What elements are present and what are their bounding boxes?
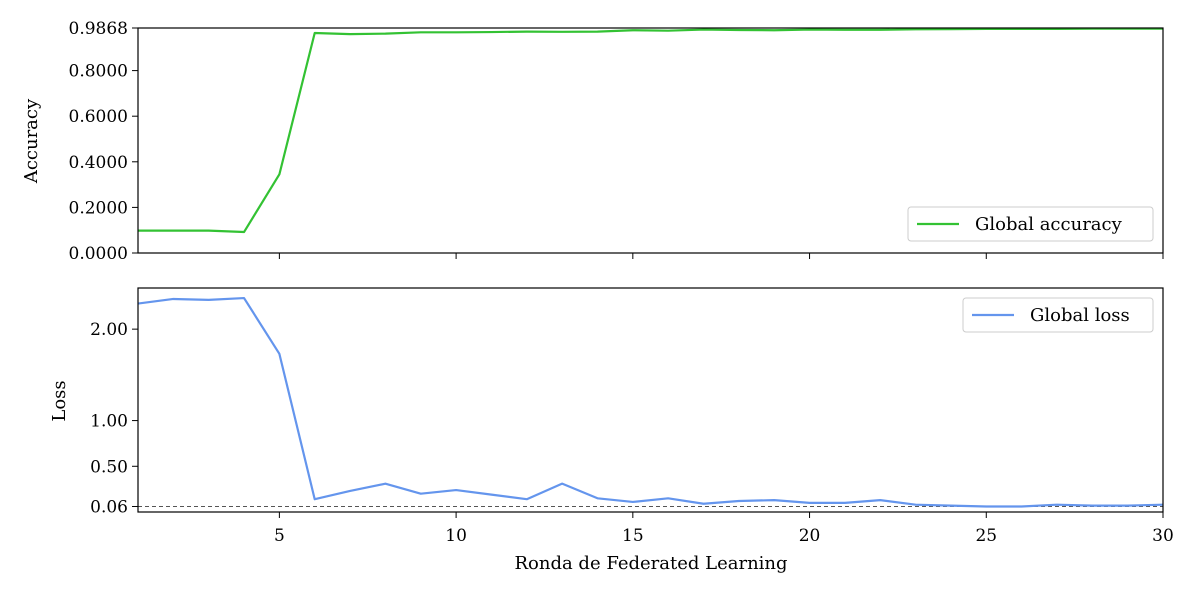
x-tick-label: 10 — [445, 526, 467, 546]
loss-y-axis-title: Loss — [49, 380, 70, 421]
accuracy-y-tick-label: 0.2000 — [69, 198, 128, 218]
loss-legend-box — [962, 297, 1154, 333]
loss-plot-frame — [137, 287, 1164, 513]
accuracy-y-tick-label: 0.9868 — [69, 19, 128, 39]
accuracy-y-tick-label: 0.6000 — [69, 107, 128, 127]
x-tick-label: 5 — [274, 526, 285, 546]
loss-y-tick-label: 0.06 — [90, 498, 128, 518]
x-tick-label: 15 — [622, 526, 644, 546]
accuracy-panel: Accuracy 0.0000 0.2000 0.4000 0.6000 0.8000 0… — [21, 19, 1164, 264]
loss-y-tick-label: 2.00 — [90, 320, 128, 340]
accuracy-y-axis-title: Accuracy — [21, 98, 42, 184]
loss-y-tick-label: 1.00 — [90, 412, 128, 432]
x-tick-label: 25 — [975, 526, 997, 546]
loss-legend-label: Global loss — [1030, 305, 1130, 326]
accuracy-y-tick-label: 0.4000 — [69, 153, 128, 173]
accuracy-series-line — [138, 27, 1163, 234]
accuracy-legend-box — [907, 206, 1154, 242]
loss-panel: Loss 0.06 0.50 1.00 2.00 5 10 15 20 25 30 Global l… — [49, 287, 1174, 546]
accuracy-legend: Global accuracy — [907, 206, 1154, 242]
x-tick-label: 30 — [1152, 526, 1174, 546]
x-axis-title: Ronda de Federated Learning — [514, 553, 787, 574]
loss-y-tick-label: 0.50 — [90, 457, 128, 477]
accuracy-y-tick-label: 0.0000 — [69, 244, 128, 264]
loss-series-line — [137, 296, 1164, 508]
accuracy-y-tick-label: 0.8000 — [69, 62, 128, 82]
loss-legend: Global loss — [962, 297, 1154, 333]
x-tick-label: 20 — [799, 526, 821, 546]
accuracy-legend-label: Global accuracy — [975, 214, 1123, 235]
accuracy-plot-frame — [137, 27, 1164, 254]
